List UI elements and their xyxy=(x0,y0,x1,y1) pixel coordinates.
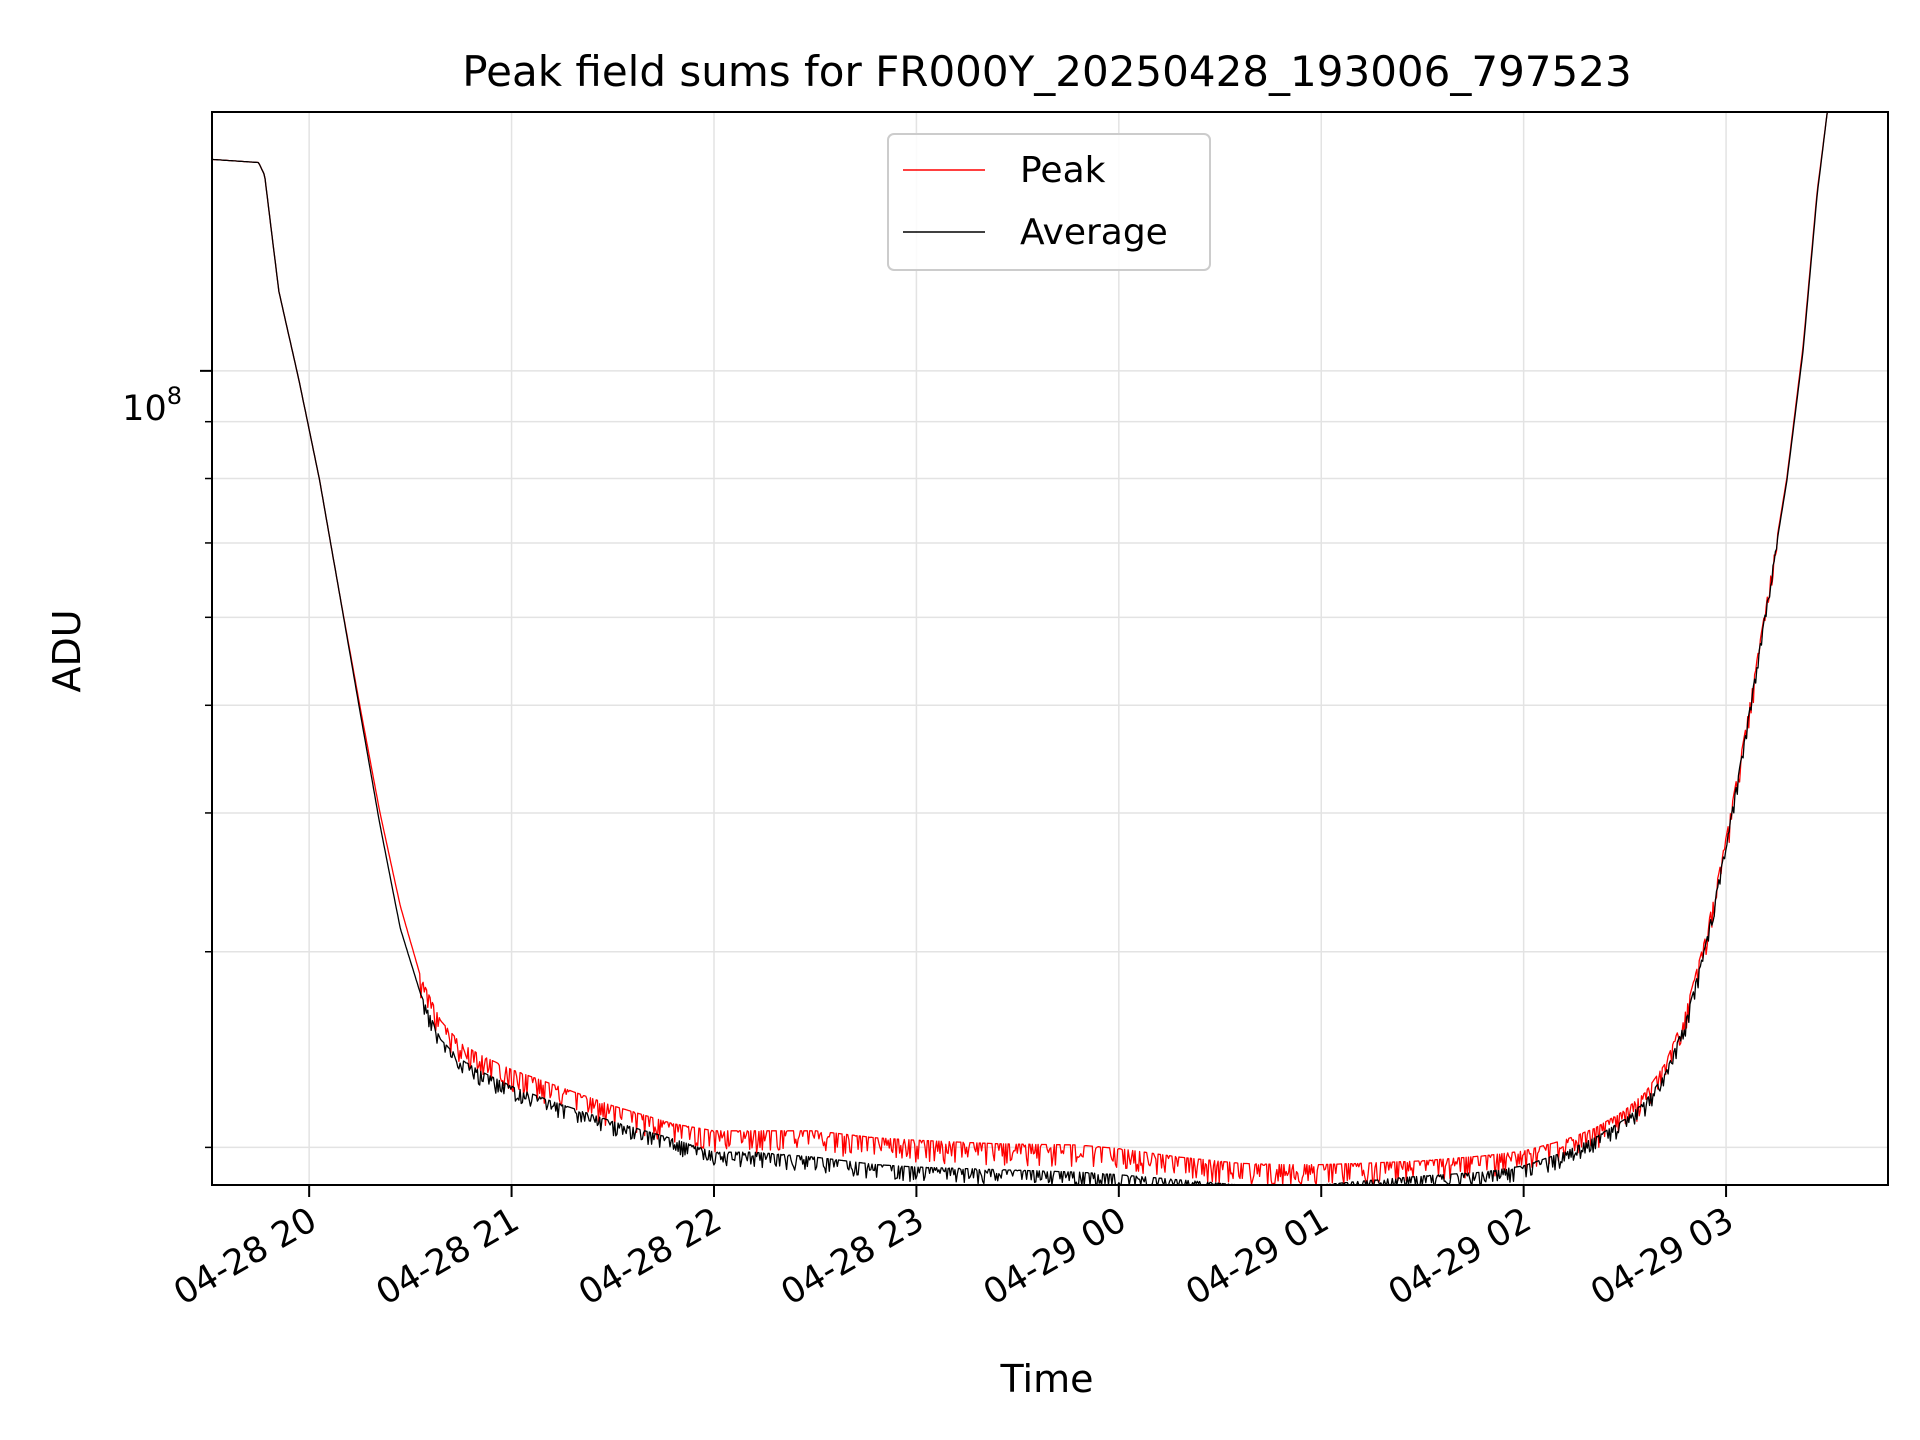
y-tick-label-major: 108 xyxy=(122,382,182,429)
chart-title: Peak field sums for FR000Y_20250428_1930… xyxy=(462,47,1631,96)
legend-box xyxy=(887,133,1211,271)
y-tick-base: 10 xyxy=(122,389,167,429)
series-layer xyxy=(211,111,1828,1186)
legend-peak-label: Peak xyxy=(1020,150,1106,191)
legend: Peak Average xyxy=(887,133,1211,271)
grid xyxy=(212,112,1888,1185)
y-axis-label: ADU xyxy=(45,609,89,692)
y-tick-exponent: 8 xyxy=(167,382,182,410)
x-axis-label: Time xyxy=(1000,1357,1094,1401)
series-line-average xyxy=(211,111,1828,1186)
legend-average-label: Average xyxy=(1020,212,1168,253)
series-line-peak xyxy=(211,111,1828,1186)
plot-frame xyxy=(211,111,1889,1186)
